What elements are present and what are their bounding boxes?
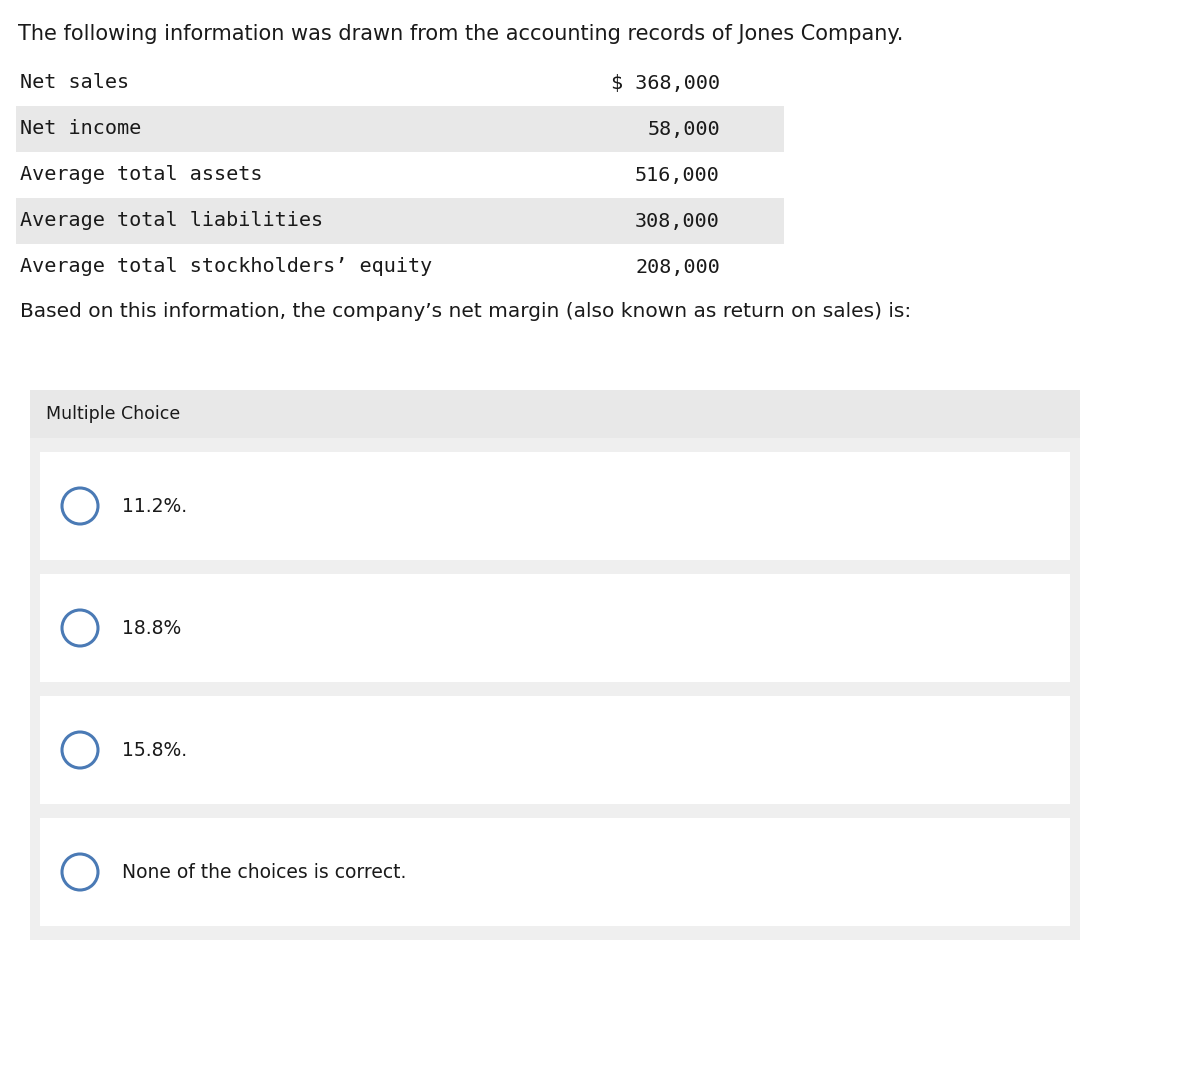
Text: $ 368,000: $ 368,000	[611, 74, 720, 92]
Bar	[30, 438, 1080, 940]
Bar	[16, 106, 784, 152]
Text: Average total assets: Average total assets	[20, 165, 263, 185]
Circle shape	[62, 854, 98, 890]
Bar	[40, 452, 1070, 560]
Bar	[40, 574, 1070, 682]
Text: Net income: Net income	[20, 120, 142, 138]
Bar	[16, 198, 784, 244]
Text: Average total liabilities: Average total liabilities	[20, 211, 323, 231]
Text: Net sales: Net sales	[20, 74, 130, 92]
Text: 58,000: 58,000	[647, 120, 720, 138]
Bar	[40, 696, 1070, 804]
Text: None of the choices is correct.: None of the choices is correct.	[122, 863, 407, 881]
Text: The following information was drawn from the accounting records of Jones Company: The following information was drawn from…	[18, 24, 904, 44]
Text: 308,000: 308,000	[635, 211, 720, 231]
Circle shape	[62, 732, 98, 768]
Text: 208,000: 208,000	[635, 258, 720, 276]
Text: 11.2%.: 11.2%.	[122, 496, 187, 516]
Text: Average total stockholders’ equity: Average total stockholders’ equity	[20, 258, 432, 276]
Text: 15.8%.: 15.8%.	[122, 741, 187, 759]
Bar	[30, 390, 1080, 438]
Text: Multiple Choice: Multiple Choice	[46, 405, 180, 423]
Text: Based on this information, the company’s net margin (also known as return on sal: Based on this information, the company’s…	[20, 302, 911, 321]
Circle shape	[62, 489, 98, 524]
Circle shape	[62, 610, 98, 646]
Text: 18.8%: 18.8%	[122, 618, 181, 638]
Bar	[40, 818, 1070, 926]
Text: 516,000: 516,000	[635, 165, 720, 185]
